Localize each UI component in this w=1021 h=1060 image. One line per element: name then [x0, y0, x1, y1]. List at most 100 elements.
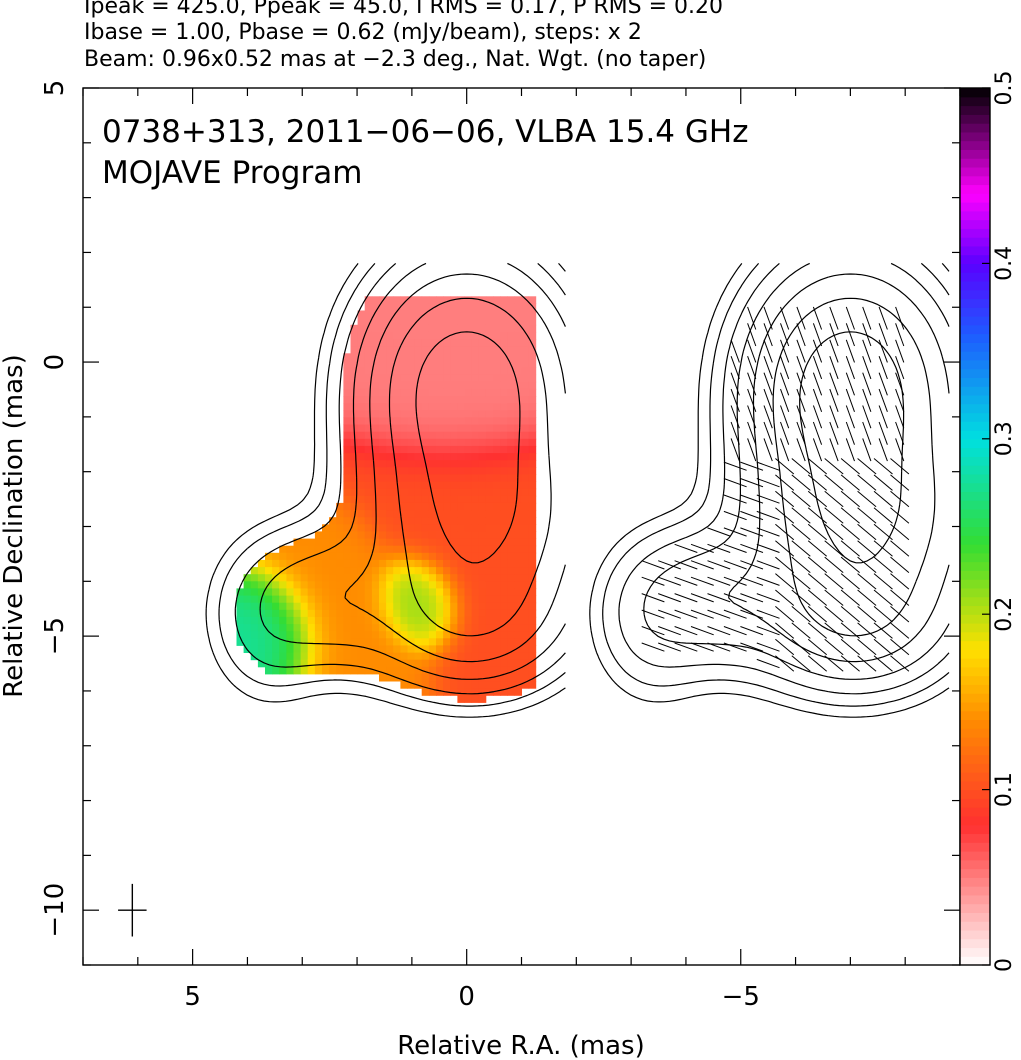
pol-pixel	[400, 645, 408, 653]
pol-pixel	[336, 545, 344, 554]
pol-pixel	[485, 331, 494, 340]
colorbar-segment	[960, 193, 990, 203]
pol-pixel	[471, 410, 480, 418]
pol-pixel	[443, 531, 451, 539]
pol-pixel	[478, 545, 487, 554]
pol-pixel	[350, 324, 359, 333]
pol-pixel	[293, 581, 302, 589]
pol-pixel	[414, 339, 423, 347]
colorbar-segment	[960, 316, 990, 326]
pol-pixel	[500, 574, 508, 582]
pol-pixel	[350, 552, 359, 561]
pol-pixel	[457, 460, 465, 468]
pol-pixel	[272, 595, 280, 604]
pol-vector	[791, 638, 811, 656]
pol-pixel	[343, 588, 351, 596]
pol-pixel	[514, 567, 522, 575]
pol-vector	[723, 461, 747, 471]
pol-pixel	[371, 638, 380, 646]
pol-pixel	[343, 652, 351, 661]
pol-vector	[796, 438, 806, 462]
pol-vector	[878, 438, 888, 462]
pol-pixel	[279, 559, 287, 568]
y-tick-label: 0	[40, 354, 70, 371]
pol-pixel	[443, 609, 451, 618]
pol-pixel	[485, 517, 494, 525]
pol-pixel	[407, 552, 416, 561]
pol-pixel	[236, 595, 245, 604]
pol-vector	[895, 339, 905, 363]
pol-pixel	[457, 624, 465, 632]
pol-pixel	[457, 688, 465, 696]
pol-pixel	[428, 481, 437, 490]
pol-pixel	[507, 324, 515, 333]
colorbar-segment	[960, 482, 990, 493]
pol-pixel	[464, 353, 473, 361]
pol-pixel	[414, 567, 423, 575]
pol-pixel	[421, 681, 430, 689]
pol-pixel	[414, 495, 423, 504]
pol-pixel	[379, 481, 387, 490]
pol-pixel	[421, 609, 430, 618]
pol-vector	[840, 474, 860, 491]
pol-pixel	[485, 374, 494, 383]
pol-pixel	[528, 317, 537, 326]
pol-pixel	[443, 638, 451, 646]
pol-pixel	[393, 388, 401, 397]
pol-pixel	[500, 581, 508, 589]
pol-pixel	[421, 396, 430, 404]
pol-pixel	[450, 531, 458, 539]
pol-pixel	[322, 581, 330, 589]
pol-vector	[756, 593, 780, 603]
pol-pixel	[314, 538, 323, 547]
pol-pixel	[400, 531, 408, 539]
pol-pixel	[371, 616, 380, 625]
pol-pixel	[457, 438, 465, 447]
pol-pixel	[528, 360, 537, 368]
colorbar-segment	[960, 526, 990, 536]
colorbar-segment	[960, 684, 990, 694]
pol-pixel	[350, 666, 359, 675]
pol-pixel	[507, 638, 515, 646]
pol-pixel	[386, 431, 394, 440]
pol-pixel	[421, 453, 430, 461]
pol-pixel	[500, 396, 508, 404]
pol-vector	[791, 589, 811, 606]
pol-pixel	[314, 616, 323, 625]
pol-vector	[740, 626, 764, 636]
pol-pixel	[414, 624, 423, 632]
pol-pixel	[322, 531, 330, 539]
pol-pixel	[485, 609, 494, 618]
pol-pixel	[521, 666, 530, 675]
pol-vector	[873, 589, 893, 606]
pol-vector	[641, 626, 665, 636]
pol-pixel	[464, 296, 473, 304]
pol-pixel	[528, 581, 537, 589]
pol-pixel	[414, 631, 423, 639]
pol-pixel	[514, 645, 522, 653]
pol-pixel	[393, 502, 401, 511]
pol-pixel	[300, 538, 309, 547]
pol-pixel	[364, 367, 373, 376]
pol-pixel	[322, 609, 330, 618]
pol-pixel	[421, 474, 430, 482]
pol-pixel	[521, 339, 530, 347]
pol-pixel	[436, 624, 444, 632]
pol-pixel	[450, 445, 458, 454]
colorbar-segment	[960, 368, 990, 379]
pol-pixel	[243, 624, 252, 632]
pol-pixel	[485, 559, 494, 568]
colorbar-segment	[960, 894, 990, 905]
pol-pixel	[443, 367, 451, 376]
pol-pixel	[428, 388, 437, 397]
pol-pixel	[443, 510, 451, 518]
pol-pixel	[514, 517, 522, 525]
pol-pixel	[386, 616, 394, 625]
pol-pixel	[407, 673, 416, 682]
pol-vector	[780, 388, 790, 412]
pol-pixel	[436, 445, 444, 454]
pol-pixel	[471, 317, 480, 326]
pol-pixel	[386, 510, 394, 518]
pol-vector	[873, 523, 893, 541]
pol-vector	[895, 388, 905, 412]
